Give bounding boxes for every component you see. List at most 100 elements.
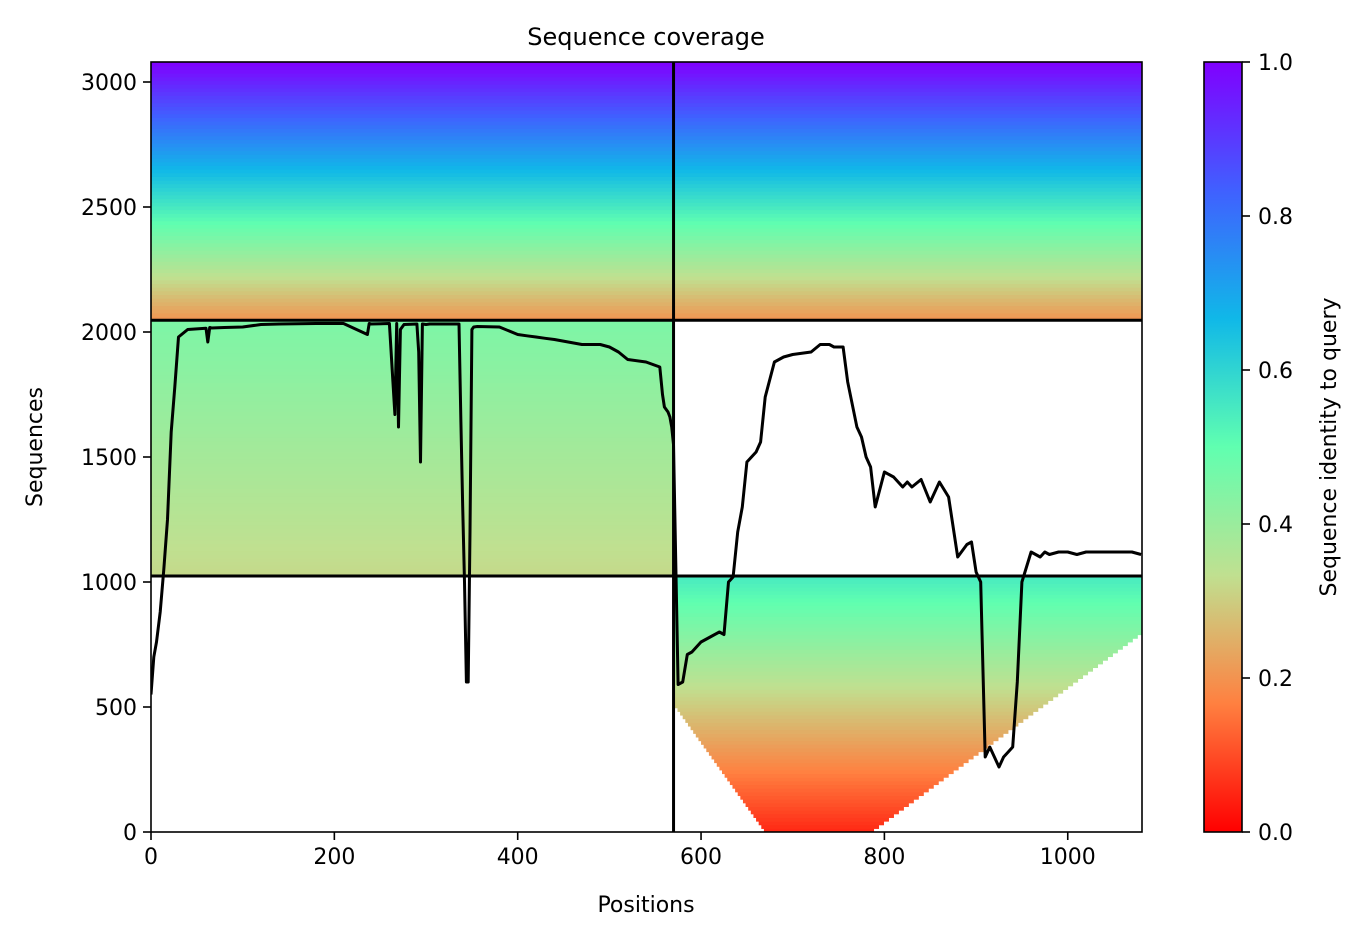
heatmap-band bbox=[151, 154, 674, 159]
heatmap-band bbox=[673, 290, 1142, 296]
heatmap-band bbox=[673, 253, 1142, 259]
heatmap-band bbox=[151, 80, 674, 85]
y-axis-ticks: 0 500 1000 1500 2000 2500 3000 bbox=[81, 71, 151, 846]
colorbar-tick-label: 0.8 bbox=[1258, 205, 1293, 230]
heatmap-band bbox=[703, 744, 989, 749]
heatmap-band bbox=[151, 257, 674, 262]
heatmap-band bbox=[151, 165, 674, 170]
heatmap-band bbox=[673, 674, 1084, 679]
heatmap-band bbox=[151, 393, 674, 398]
heatmap-band bbox=[673, 685, 1069, 690]
heatmap-band bbox=[151, 272, 674, 277]
heatmap-band bbox=[151, 524, 674, 530]
x-tick-label: 200 bbox=[313, 845, 355, 870]
heatmap-band bbox=[151, 231, 674, 236]
heatmap-band bbox=[151, 220, 674, 225]
heatmap-band bbox=[151, 84, 674, 89]
heatmap-band bbox=[151, 121, 674, 126]
heatmap-band bbox=[151, 279, 674, 284]
heatmap-band bbox=[673, 294, 1142, 299]
heatmap-band bbox=[151, 235, 674, 240]
heatmap-band bbox=[722, 769, 954, 775]
heatmap-band bbox=[151, 517, 674, 522]
heatmap-band bbox=[673, 161, 1142, 166]
heatmap-band bbox=[673, 612, 1142, 617]
heatmap-band bbox=[698, 736, 999, 742]
heatmap-band bbox=[151, 407, 674, 413]
heatmap-band bbox=[740, 795, 919, 800]
plot-area bbox=[151, 62, 1142, 832]
heatmap-band bbox=[151, 502, 674, 508]
heatmap-band bbox=[673, 316, 1142, 321]
heatmap-band bbox=[151, 261, 674, 266]
heatmap-band bbox=[151, 415, 674, 420]
heatmap-band bbox=[673, 157, 1142, 163]
heatmap-band bbox=[673, 608, 1142, 614]
heatmap-band bbox=[151, 290, 674, 296]
heatmap-band bbox=[742, 799, 914, 804]
heatmap-band bbox=[673, 272, 1142, 277]
plot-frame bbox=[150, 61, 1143, 833]
x-tick-label: 0 bbox=[144, 845, 158, 870]
heatmap-band bbox=[151, 510, 674, 515]
heatmap-band bbox=[151, 546, 674, 552]
heatmap-band bbox=[151, 213, 674, 218]
heatmap-band bbox=[724, 773, 949, 778]
heatmap-band bbox=[151, 102, 674, 107]
heatmap-band bbox=[151, 404, 674, 409]
heatmap-band bbox=[151, 150, 674, 155]
heatmap-band bbox=[673, 305, 1142, 310]
heatmap-band bbox=[151, 429, 674, 435]
heatmap-band bbox=[151, 433, 674, 438]
heatmap-band bbox=[673, 652, 1113, 658]
heatmap-band bbox=[673, 246, 1142, 251]
heatmap-band bbox=[151, 172, 674, 177]
colorbar-tick-label: 1.0 bbox=[1258, 51, 1293, 76]
heatmap-band bbox=[673, 257, 1142, 262]
heatmap-block-top-right bbox=[673, 62, 1142, 321]
x-tick-label: 800 bbox=[863, 845, 905, 870]
heatmap-band bbox=[673, 235, 1142, 240]
heatmap-band bbox=[756, 817, 889, 822]
heatmap-band bbox=[687, 722, 1019, 727]
heatmap-band bbox=[673, 630, 1142, 636]
heatmap-band bbox=[151, 268, 674, 273]
heatmap-block-middle-left bbox=[151, 320, 674, 577]
heatmap-band bbox=[151, 113, 674, 118]
heatmap-band bbox=[151, 539, 674, 544]
heatmap-band bbox=[673, 301, 1142, 307]
heatmap-band bbox=[151, 117, 674, 122]
heatmap-band bbox=[673, 682, 1074, 687]
heatmap-band bbox=[151, 157, 674, 163]
heatmap-band bbox=[673, 91, 1142, 96]
heatmap-band bbox=[673, 224, 1142, 229]
heatmap-band bbox=[151, 360, 674, 365]
heatmap-band bbox=[151, 323, 674, 329]
heatmap-band bbox=[673, 605, 1142, 610]
heatmap-band bbox=[151, 477, 674, 482]
heatmap-band bbox=[673, 231, 1142, 236]
heatmap-band bbox=[151, 294, 674, 299]
heatmap-band bbox=[673, 168, 1142, 174]
heatmap-band bbox=[677, 707, 1039, 712]
heatmap-band bbox=[151, 209, 674, 214]
heatmap-band bbox=[727, 777, 944, 782]
heatmap-band bbox=[151, 444, 674, 449]
heatmap-band bbox=[151, 484, 674, 489]
heatmap-band bbox=[151, 488, 674, 493]
heatmap-band bbox=[673, 102, 1142, 107]
heatmap-band bbox=[673, 693, 1059, 698]
heatmap-band bbox=[151, 550, 674, 555]
x-tick-label: 600 bbox=[680, 845, 722, 870]
heatmap-band bbox=[151, 345, 674, 351]
heatmap-band bbox=[673, 165, 1142, 170]
heatmap-band bbox=[151, 69, 674, 74]
heatmap-band bbox=[151, 364, 674, 369]
heatmap-band bbox=[673, 700, 1049, 705]
heatmap-band bbox=[151, 224, 674, 229]
heatmap-band bbox=[151, 139, 674, 144]
heatmap-band bbox=[711, 755, 974, 760]
heatmap-band bbox=[729, 780, 939, 786]
heatmap-band bbox=[151, 250, 674, 255]
